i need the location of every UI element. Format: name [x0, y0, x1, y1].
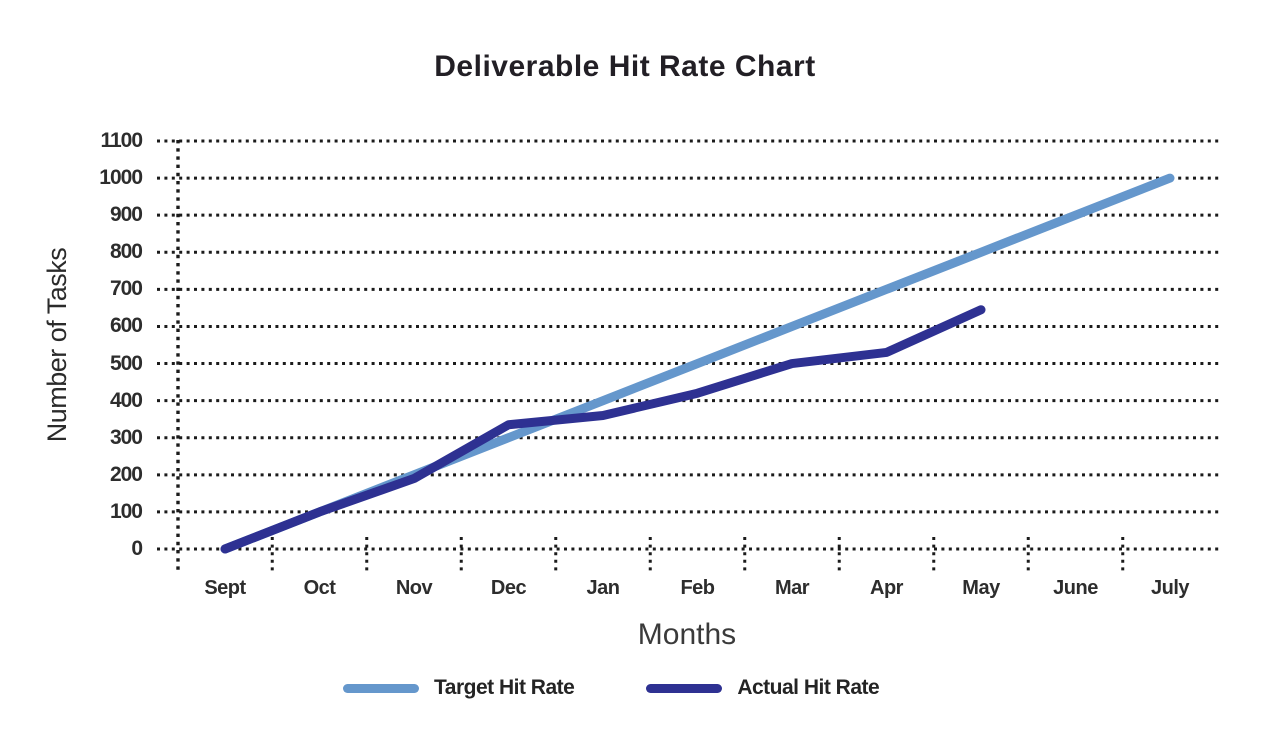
legend: Target Hit Rate Actual Hit Rate [343, 676, 880, 700]
x-tick-label-jan: Jan [586, 577, 620, 599]
y-tick-label-800: 800 [109, 240, 143, 264]
x-tick-label-july: July [1150, 577, 1190, 599]
y-tick-label-1000: 1000 [99, 166, 143, 190]
legend-item-target-hit-rate: Target Hit Rate [343, 676, 575, 700]
x-tick-label-oct: Oct [303, 577, 336, 599]
x-tick-label-dec: Dec [490, 577, 527, 599]
x-tick-label-nov: Nov [395, 577, 433, 599]
chart-title: Deliverable Hit Rate Chart [434, 50, 816, 83]
legend-item-actual-hit-rate: Actual Hit Rate [646, 676, 880, 700]
legend-swatch [343, 683, 419, 693]
y-tick-label-0: 0 [131, 537, 143, 560]
x-tick-label-mar: Mar [774, 577, 810, 599]
y-tick-label-1100: 1100 [100, 129, 143, 152]
y-tick-label-200: 200 [109, 462, 143, 486]
legend-label: Actual Hit Rate [737, 676, 880, 699]
y-tick-label-400: 400 [109, 388, 143, 412]
x-axis-title: Months [637, 618, 737, 651]
y-tick-label-900: 900 [109, 203, 143, 227]
y-tick-label-700: 700 [109, 277, 143, 301]
legend-label: Target Hit Rate [434, 676, 575, 699]
series-line-actual-hit-rate [220, 305, 986, 554]
x-tick-label-sept: Sept [204, 577, 246, 599]
x-tick-label-may: May [962, 577, 1000, 599]
legend-swatch [646, 683, 723, 693]
x-tick-label-apr: Apr [870, 577, 903, 599]
y-tick-label-600: 600 [109, 314, 143, 338]
y-tick-label-300: 300 [109, 425, 143, 449]
x-tick-label-feb: Feb [680, 577, 715, 599]
y-tick-label-500: 500 [109, 351, 143, 375]
y-tick-label-100: 100 [109, 499, 143, 523]
x-tick-label-june: June [1053, 577, 1098, 599]
